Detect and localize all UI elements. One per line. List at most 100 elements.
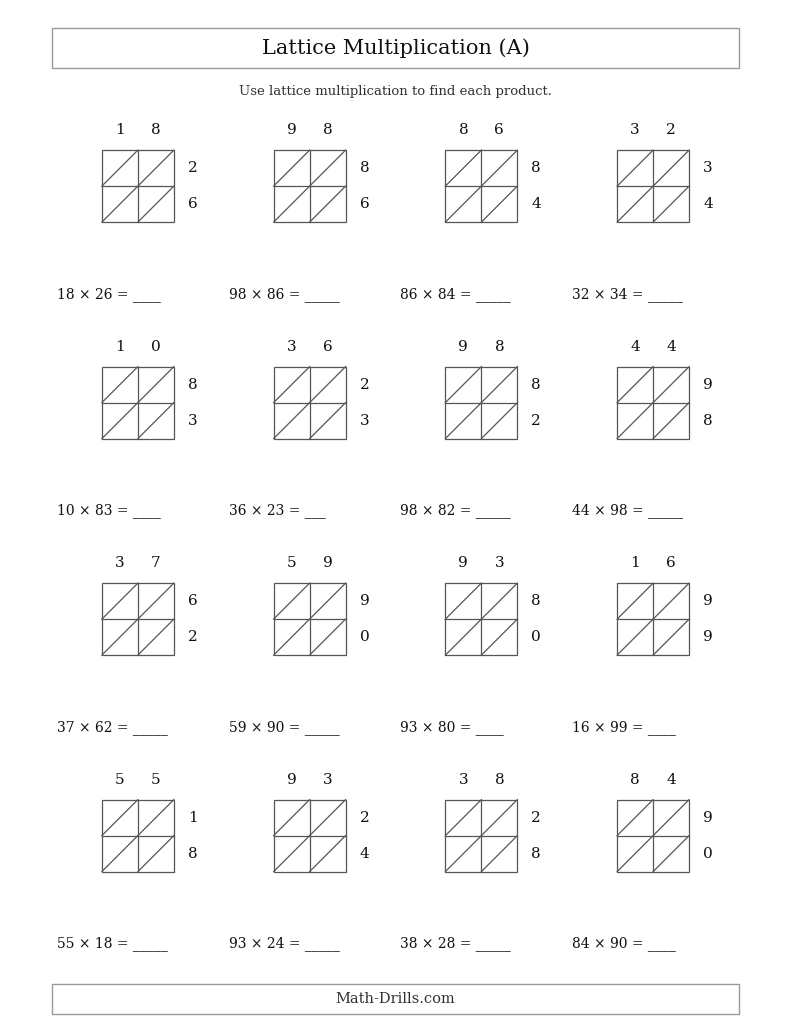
Text: 2: 2	[360, 811, 369, 824]
Text: 2: 2	[360, 378, 369, 391]
Text: 6: 6	[188, 197, 198, 211]
Bar	[617, 583, 689, 655]
Text: 5: 5	[287, 556, 297, 570]
Bar	[617, 367, 689, 438]
Text: 84 × 90 = ____: 84 × 90 = ____	[572, 936, 676, 951]
Bar	[274, 583, 346, 655]
Text: 9: 9	[459, 556, 468, 570]
Text: 93 × 24 = _____: 93 × 24 = _____	[229, 936, 339, 951]
Text: 1: 1	[115, 123, 125, 137]
Text: 0: 0	[360, 630, 369, 644]
Text: 55 × 18 = _____: 55 × 18 = _____	[57, 936, 168, 951]
Bar	[52, 28, 739, 68]
Text: 37 × 62 = _____: 37 × 62 = _____	[57, 720, 168, 735]
Text: 8: 8	[360, 161, 369, 175]
Bar	[102, 367, 174, 438]
Text: 8: 8	[532, 594, 541, 608]
Text: 93 × 80 = ____: 93 × 80 = ____	[400, 720, 504, 735]
Text: 36 × 23 = ___: 36 × 23 = ___	[229, 504, 326, 518]
Text: 9: 9	[287, 123, 297, 137]
Text: 9: 9	[703, 594, 713, 608]
Text: 6: 6	[666, 556, 676, 570]
Text: 2: 2	[666, 123, 676, 137]
Bar	[274, 800, 346, 871]
Text: 9: 9	[703, 378, 713, 391]
Text: 9: 9	[287, 772, 297, 786]
Text: 3: 3	[459, 772, 468, 786]
Text: 1: 1	[188, 811, 198, 824]
Text: 2: 2	[188, 161, 198, 175]
Text: 18 × 26 = ____: 18 × 26 = ____	[57, 287, 161, 302]
Text: 38 × 28 = _____: 38 × 28 = _____	[400, 936, 511, 951]
Text: 6: 6	[323, 340, 332, 353]
Text: 9: 9	[703, 630, 713, 644]
Text: 3: 3	[360, 414, 369, 428]
Bar	[445, 583, 517, 655]
Text: 4: 4	[532, 197, 541, 211]
Text: 3: 3	[494, 556, 504, 570]
Text: Use lattice multiplication to find each product.: Use lattice multiplication to find each …	[239, 85, 552, 97]
Text: 6: 6	[188, 594, 198, 608]
Text: 86 × 84 = _____: 86 × 84 = _____	[400, 287, 511, 302]
Text: 9: 9	[323, 556, 332, 570]
Text: 1: 1	[115, 340, 125, 353]
Text: 2: 2	[188, 630, 198, 644]
Text: 0: 0	[532, 630, 541, 644]
Text: 8: 8	[323, 123, 332, 137]
Text: 8: 8	[532, 161, 541, 175]
Text: 3: 3	[323, 772, 332, 786]
Bar	[102, 583, 174, 655]
Text: 4: 4	[630, 340, 640, 353]
Text: 8: 8	[532, 378, 541, 391]
Bar	[445, 800, 517, 871]
Text: 0: 0	[151, 340, 161, 353]
Bar	[102, 800, 174, 871]
Bar	[445, 367, 517, 438]
Bar	[52, 984, 739, 1014]
Text: 4: 4	[360, 847, 369, 860]
Text: 8: 8	[459, 123, 468, 137]
Text: 0: 0	[703, 847, 713, 860]
Text: 3: 3	[703, 161, 713, 175]
Text: 4: 4	[666, 340, 676, 353]
Bar	[617, 800, 689, 871]
Text: 5: 5	[151, 772, 161, 786]
Text: 16 × 99 = ____: 16 × 99 = ____	[572, 720, 676, 735]
Text: 4: 4	[703, 197, 713, 211]
Bar	[274, 367, 346, 438]
Text: 8: 8	[532, 847, 541, 860]
Text: 8: 8	[188, 847, 198, 860]
Text: 5: 5	[115, 772, 125, 786]
Text: 4: 4	[666, 772, 676, 786]
Bar	[445, 151, 517, 222]
Text: 9: 9	[459, 340, 468, 353]
Text: 2: 2	[532, 811, 541, 824]
Text: 8: 8	[151, 123, 161, 137]
Bar	[274, 151, 346, 222]
Text: 9: 9	[360, 594, 369, 608]
Text: 8: 8	[188, 378, 198, 391]
Text: 44 × 98 = _____: 44 × 98 = _____	[572, 504, 683, 518]
Text: 98 × 86 = _____: 98 × 86 = _____	[229, 287, 339, 302]
Bar	[102, 151, 174, 222]
Text: 2: 2	[532, 414, 541, 428]
Text: 98 × 82 = _____: 98 × 82 = _____	[400, 504, 511, 518]
Text: 6: 6	[494, 123, 504, 137]
Text: 32 × 34 = _____: 32 × 34 = _____	[572, 287, 683, 302]
Text: 10 × 83 = ____: 10 × 83 = ____	[57, 504, 161, 518]
Text: 6: 6	[360, 197, 369, 211]
Text: 7: 7	[151, 556, 161, 570]
Text: 59 × 90 = _____: 59 × 90 = _____	[229, 720, 339, 735]
Text: 9: 9	[703, 811, 713, 824]
Text: Math-Drills.com: Math-Drills.com	[335, 992, 456, 1006]
Text: 8: 8	[703, 414, 713, 428]
Text: 3: 3	[188, 414, 198, 428]
Text: 3: 3	[630, 123, 640, 137]
Text: 8: 8	[494, 340, 504, 353]
Text: 3: 3	[115, 556, 125, 570]
Text: 3: 3	[287, 340, 297, 353]
Text: 8: 8	[494, 772, 504, 786]
Text: Lattice Multiplication (A): Lattice Multiplication (A)	[262, 38, 529, 57]
Bar	[617, 151, 689, 222]
Text: 1: 1	[630, 556, 640, 570]
